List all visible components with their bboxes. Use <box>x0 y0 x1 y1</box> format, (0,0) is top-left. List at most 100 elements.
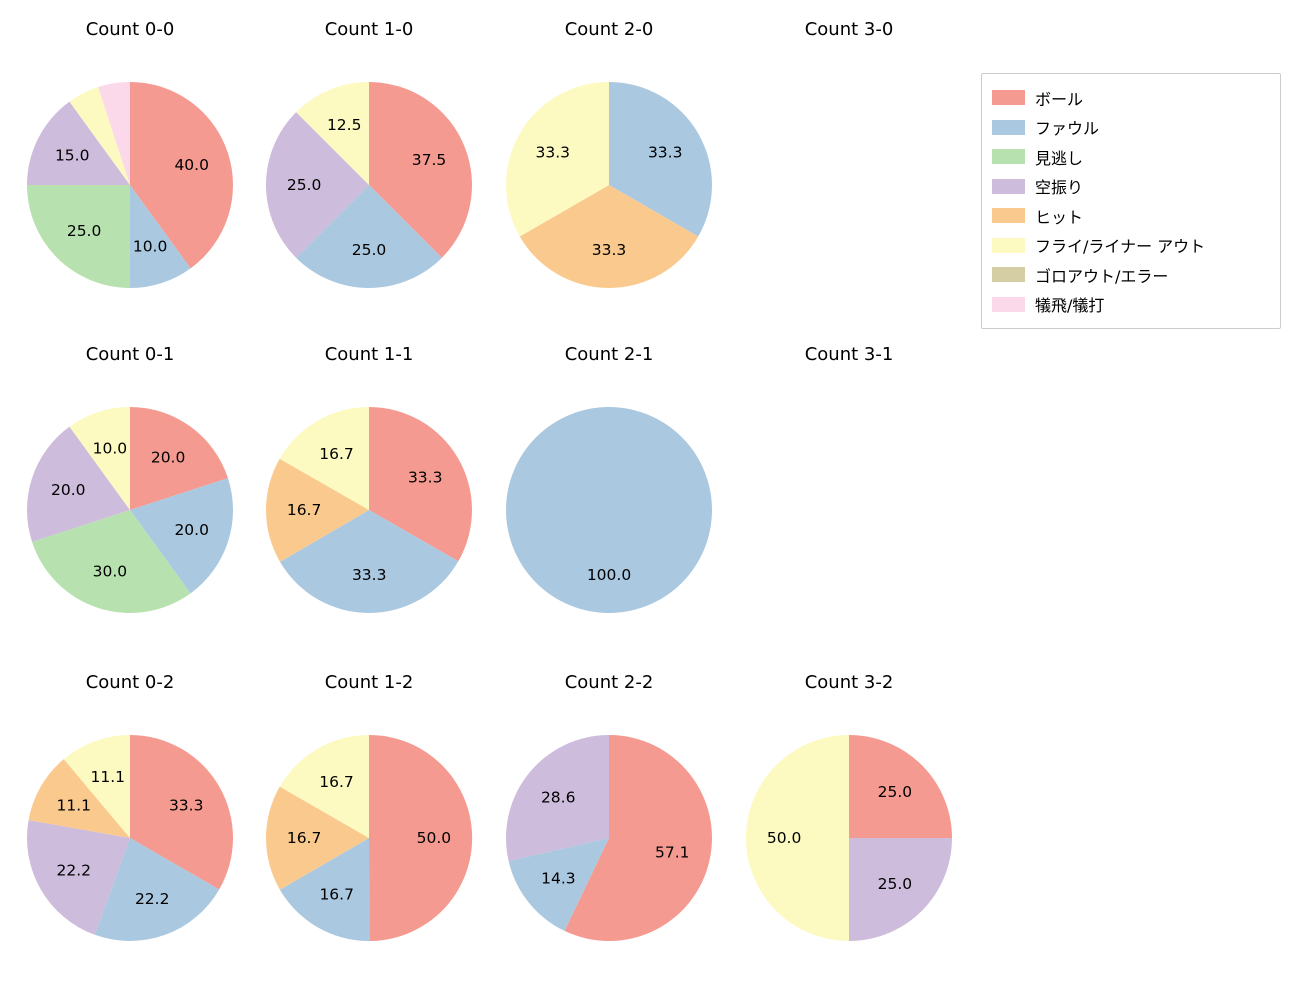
pie-slice <box>609 82 712 237</box>
pie-slice <box>279 838 370 942</box>
slice-label: 25.0 <box>878 783 913 801</box>
pie-chart: 20.0 20.0 30.0 20.0 10.0 <box>26 407 234 614</box>
slice-label: 30.0 <box>93 563 128 581</box>
legend-swatch <box>992 178 1025 194</box>
legend-swatch <box>992 267 1025 283</box>
slice-label: 11.1 <box>91 768 126 786</box>
pie-chart-count-0-1: Count 0-1 20.0 20.0 30.0 20.0 10.0 <box>10 320 250 630</box>
slice-label: 16.7 <box>319 885 354 903</box>
slice-label: 37.5 <box>412 151 447 169</box>
pie-slice <box>94 838 220 942</box>
pie-slice <box>26 820 130 935</box>
slice-label: 25.0 <box>352 241 387 259</box>
pie-slice <box>369 734 473 941</box>
pie-slice <box>266 458 369 562</box>
slice-label: 57.1 <box>655 843 690 861</box>
pie-slice <box>506 407 712 613</box>
pie-slice <box>130 82 233 269</box>
slice-label: 33.3 <box>408 469 443 487</box>
slice-label: 22.2 <box>57 861 92 879</box>
slice-label: 20.0 <box>174 521 209 539</box>
legend-label: ファウル <box>1035 119 1100 139</box>
slice-label: 16.7 <box>319 445 354 463</box>
pie-slice <box>506 82 609 237</box>
slice-label: 25.0 <box>67 222 102 240</box>
pie-chart: 37.5 25.0 25.0 12.5 <box>266 82 472 288</box>
legend-item: フライ/ライナー アウト <box>992 231 1270 261</box>
slice-label: 33.3 <box>648 144 683 162</box>
legend-swatch <box>992 296 1025 312</box>
legend-item: ヒット <box>992 201 1270 231</box>
chart-title: Count 1-1 <box>324 344 414 365</box>
pie-slice <box>130 185 191 288</box>
pie-slice <box>130 407 228 510</box>
pie-chart-count-1-0: Count 1-0 37.5 25.0 25.0 12.5 <box>249 0 489 305</box>
pie-chart: 57.1 14.3 28.6 <box>505 735 712 941</box>
pie-chart: 33.3 33.3 33.3 <box>506 82 712 288</box>
chart-title: Count 2-1 <box>564 344 654 365</box>
slice-label: 25.0 <box>878 875 913 893</box>
chart-title: Count 0-1 <box>85 344 175 365</box>
legend-item: 見逃し <box>992 142 1270 172</box>
pie-slice <box>280 510 459 613</box>
pie-slice <box>130 735 233 890</box>
chart-title: Count 1-2 <box>324 672 414 693</box>
legend-label: ヒット <box>1035 207 1084 227</box>
slice-label: 50.0 <box>417 829 452 847</box>
pie-slice <box>296 82 369 185</box>
pie-chart-count-1-2: Count 1-2 50.0 16.7 16.7 16.7 <box>249 648 489 958</box>
pie-slice <box>98 82 130 185</box>
slice-label: 33.3 <box>536 144 571 162</box>
chart-title: Count 3-2 <box>804 672 894 693</box>
slice-label: 28.6 <box>541 789 576 807</box>
pie-slice <box>519 185 699 288</box>
pie-chart: 25.0 25.0 50.0 <box>746 735 952 941</box>
slice-label: 16.7 <box>287 829 322 847</box>
pie-slice <box>508 838 609 931</box>
slice-label: 20.0 <box>151 449 186 467</box>
pie-chart-count-3-1: Count 3-1 <box>729 320 969 630</box>
pie-chart-count-0-0: Count 0-0 40.0 10.0 25.0 15.0 <box>10 0 250 305</box>
chart-title: Count 1-0 <box>324 19 414 40</box>
pie-chart-count-2-1: Count 2-1 100.0 <box>489 320 729 630</box>
legend-swatch <box>992 237 1025 253</box>
slice-label: 33.3 <box>592 241 627 259</box>
legend-item: ボール <box>992 83 1270 113</box>
legend-swatch <box>992 90 1025 106</box>
legend-label: フライ/ライナー アウト <box>1035 237 1206 257</box>
legend-item: ゴロアウト/エラー <box>992 260 1270 290</box>
legend-swatch <box>992 208 1025 224</box>
pie-chart-count-2-0: Count 2-0 33.3 33.3 33.3 <box>489 0 729 305</box>
slice-label: 12.5 <box>327 116 362 134</box>
pie-slice <box>63 735 130 838</box>
pie-slice <box>369 407 472 562</box>
pie-slice <box>266 786 369 890</box>
pie-chart: 40.0 10.0 25.0 15.0 <box>27 82 233 288</box>
pie-slice <box>849 735 952 838</box>
pie-slice <box>564 735 712 941</box>
pie-chart: 33.3 22.2 22.2 11.1 11.1 <box>26 735 233 942</box>
pie-slice <box>746 735 849 941</box>
pie-slice <box>130 478 234 594</box>
pie-slice <box>296 185 442 288</box>
slice-label: 33.3 <box>169 797 204 815</box>
pie-chart-count-1-1: Count 1-1 33.3 33.3 16.7 16.7 <box>249 320 489 630</box>
slice-label: 25.0 <box>287 176 322 194</box>
pie-slice <box>69 87 130 185</box>
pie-chart-count-2-2: Count 2-2 57.1 14.3 28.6 <box>489 648 729 958</box>
pie-slice <box>32 510 191 614</box>
slice-label: 10.0 <box>93 439 128 457</box>
chart-title: Count 3-1 <box>804 344 894 365</box>
slice-label: 100.0 <box>587 566 631 584</box>
slice-label: 16.7 <box>287 501 322 519</box>
slice-label: 11.1 <box>57 797 92 815</box>
slice-label: 22.2 <box>135 890 170 908</box>
pie-chart: 100.0 <box>506 407 712 613</box>
slice-label: 33.3 <box>352 566 387 584</box>
pie-chart: 33.3 33.3 16.7 16.7 <box>266 407 472 613</box>
pie-slice <box>27 101 130 185</box>
legend-item: ファウル <box>992 113 1270 143</box>
legend-label: 犠飛/犠打 <box>1035 296 1105 316</box>
slice-label: 40.0 <box>174 156 209 174</box>
